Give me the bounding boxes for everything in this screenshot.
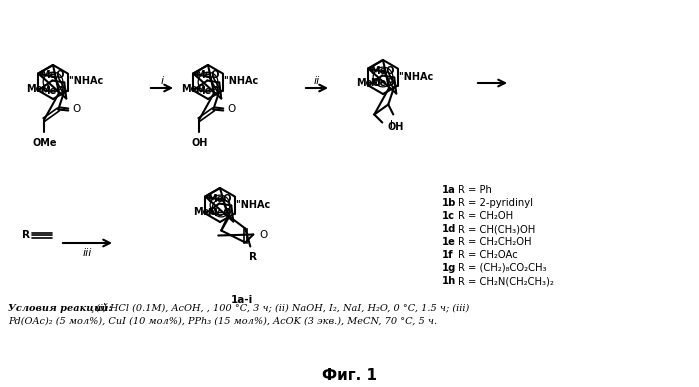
Text: 1c: 1c: [442, 211, 455, 221]
Text: MeO: MeO: [195, 86, 219, 96]
Text: R = CH₂N(CH₂CH₃)₂: R = CH₂N(CH₂CH₃)₂: [458, 276, 554, 286]
Text: MeO: MeO: [370, 79, 395, 89]
Text: 1a-i: 1a-i: [231, 295, 253, 305]
Text: MeO: MeO: [370, 65, 395, 75]
Text: Условия реакций:: Условия реакций:: [8, 303, 112, 313]
Text: MeO: MeO: [194, 207, 218, 217]
Text: ''NHAc: ''NHAc: [69, 77, 103, 87]
Text: Фиг. 1: Фиг. 1: [322, 368, 377, 382]
Text: R = CH₂OAc: R = CH₂OAc: [458, 250, 518, 260]
Text: R = (CH₂)₈CO₂CH₃: R = (CH₂)₈CO₂CH₃: [458, 263, 547, 273]
Text: 1g: 1g: [442, 263, 456, 273]
Text: R = 2-pyridinyl: R = 2-pyridinyl: [458, 198, 533, 208]
Text: 1d: 1d: [442, 224, 456, 234]
Text: O: O: [227, 104, 236, 115]
Text: MeO: MeO: [182, 84, 206, 94]
Text: MeO: MeO: [207, 194, 232, 204]
Text: (i) HCl (0.1M), AcOH, , 100 °C, 3 ч; (ii) NaOH, I₂, NaI, H₂O, 0 °C, 1.5 ч; (iii): (i) HCl (0.1M), AcOH, , 100 °C, 3 ч; (ii…: [93, 303, 469, 312]
Text: R: R: [22, 230, 30, 240]
Text: ''NHAc: ''NHAc: [398, 72, 433, 82]
Text: O: O: [259, 229, 268, 240]
Text: R: R: [250, 252, 257, 262]
Text: MeO: MeO: [356, 78, 381, 88]
Text: Pd(OAc)₂ (5 мол%), CuI (10 мол%), PPh₃ (15 мол%), AcOK (3 экв.), MeCN, 70 °C, 5 : Pd(OAc)₂ (5 мол%), CuI (10 мол%), PPh₃ (…: [8, 317, 437, 325]
Text: O: O: [72, 104, 80, 115]
Text: i: i: [161, 76, 164, 86]
Text: MeO: MeO: [41, 86, 65, 96]
Text: MeO: MeO: [195, 70, 219, 80]
Text: 1b: 1b: [442, 198, 456, 208]
Text: 1h: 1h: [442, 276, 456, 286]
Text: MeO: MeO: [27, 84, 51, 94]
Text: iii: iii: [82, 248, 92, 258]
Text: R = CH(CH₃)OH: R = CH(CH₃)OH: [458, 224, 535, 234]
Text: ''NHAc: ''NHAc: [223, 77, 259, 87]
Text: OH: OH: [191, 137, 208, 147]
Text: I: I: [390, 120, 393, 130]
Text: 1e: 1e: [442, 237, 456, 247]
Text: ii: ii: [314, 76, 320, 86]
Text: OH: OH: [387, 123, 403, 132]
Text: OMe: OMe: [32, 137, 57, 147]
Text: ''NHAc: ''NHAc: [236, 200, 271, 209]
Text: 1a: 1a: [442, 185, 456, 195]
Text: MeO: MeO: [41, 70, 65, 80]
Text: R = Ph: R = Ph: [458, 185, 492, 195]
Text: MeO: MeO: [207, 209, 232, 219]
Text: 1f: 1f: [442, 250, 454, 260]
Text: R = CH₂CH₂OH: R = CH₂CH₂OH: [458, 237, 531, 247]
Text: R = CH₂OH: R = CH₂OH: [458, 211, 513, 221]
